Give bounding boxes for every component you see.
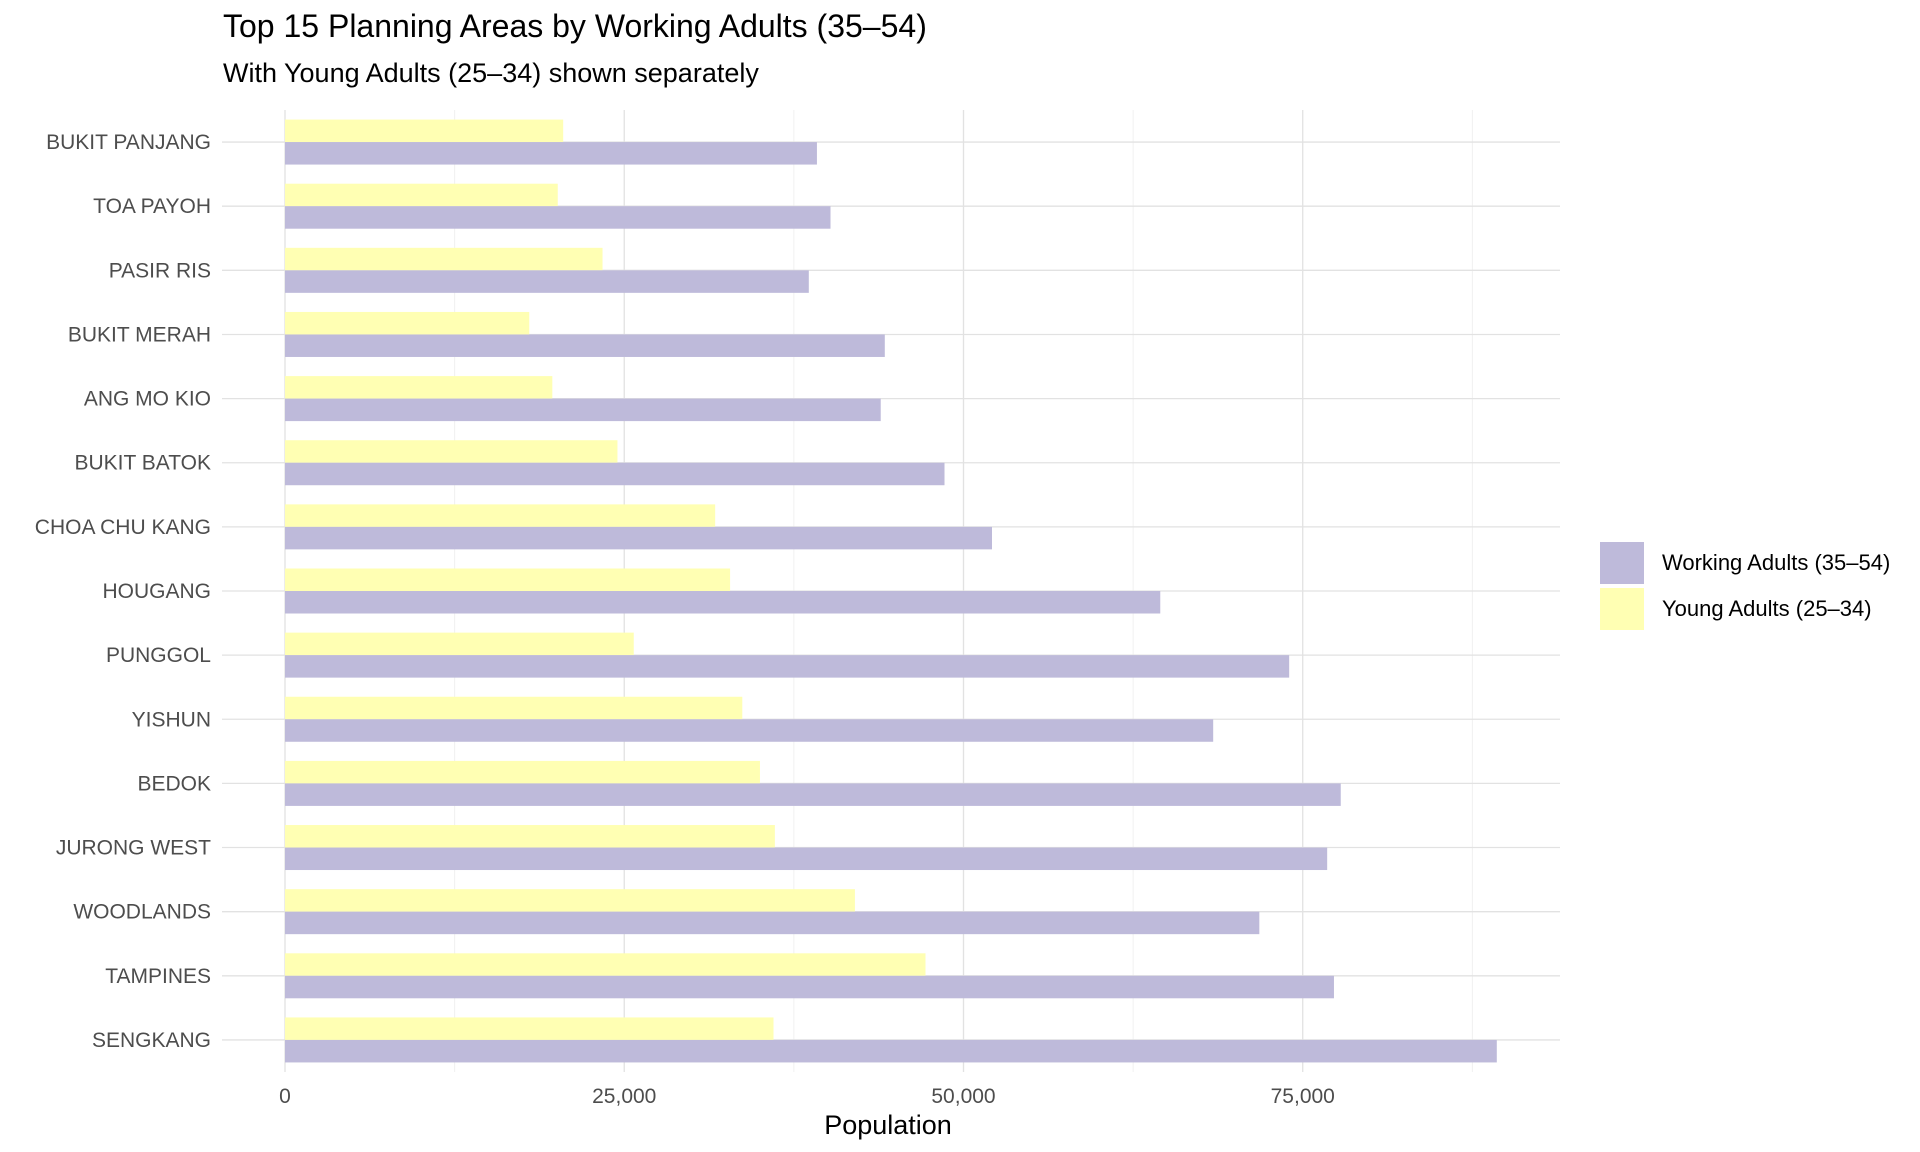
x-tick-labels: 0 25,000 50,000 75,000 (279, 1085, 1335, 1108)
bar-working-adults (285, 206, 831, 229)
bar-young-adults (285, 311, 530, 335)
category-label: BUKIT MERAH (68, 323, 211, 346)
bar-working-adults (285, 783, 1341, 806)
x-tick-label: 0 (279, 1085, 291, 1108)
bar-young-adults (285, 504, 716, 527)
x-tick-label: 75,000 (1271, 1085, 1335, 1108)
category-label: TAMPINES (105, 965, 211, 988)
legend-item-young-adults: Young Adults (25–34) (1600, 586, 1910, 632)
bar-working-adults (285, 847, 1328, 871)
category-label: YISHUN (132, 708, 211, 731)
bar-working-adults (285, 334, 885, 357)
bar-working-adults (285, 1039, 1497, 1063)
category-label: ANG MO KIO (84, 388, 211, 411)
bar-young-adults (285, 568, 731, 591)
bar-working-adults (285, 655, 1290, 678)
category-label: BUKIT BATOK (74, 452, 211, 475)
bar-young-adults (285, 376, 553, 399)
bar-young-adults (285, 1017, 774, 1040)
legend-label-working-adults: Working Adults (35–54) (1662, 550, 1891, 575)
legend-label-young-adults: Young Adults (25–34) (1662, 596, 1872, 621)
category-label: SENGKANG (92, 1029, 211, 1052)
bar-working-adults (285, 398, 881, 422)
bar-working-adults (285, 142, 817, 165)
bar-young-adults (285, 889, 855, 912)
chart-subtitle: With Young Adults (25–34) shown separate… (223, 58, 759, 88)
x-tick-label: 50,000 (931, 1085, 995, 1108)
bar-young-adults (285, 440, 618, 463)
legend: Working Adults (35–54) Young Adults (25–… (1600, 540, 1910, 632)
bar-young-adults (285, 183, 558, 207)
bar-working-adults (285, 462, 945, 486)
bar-working-adults (285, 911, 1260, 935)
bar-working-adults (285, 591, 1161, 614)
bar-young-adults (285, 825, 775, 848)
bar-working-adults (285, 526, 992, 550)
category-label: PASIR RIS (109, 259, 211, 282)
bar-working-adults (285, 270, 809, 293)
x-tick-label: 25,000 (592, 1085, 656, 1108)
bar-young-adults (285, 247, 603, 271)
category-label: PUNGGOL (106, 644, 211, 667)
legend-swatch-young-adults (1600, 588, 1644, 630)
bar-working-adults (285, 975, 1334, 999)
bar-young-adults (285, 119, 564, 143)
category-label: CHOA CHU KANG (35, 516, 211, 539)
bar-young-adults (285, 953, 926, 976)
category-label: HOUGANG (102, 580, 211, 603)
legend-swatch-working-adults (1600, 542, 1644, 584)
category-label: WOODLANDS (73, 901, 211, 924)
category-label: TOA PAYOH (93, 195, 211, 218)
category-label: BEDOK (137, 772, 211, 795)
bar-young-adults (285, 632, 634, 656)
bar-young-adults (285, 696, 743, 720)
category-label: BUKIT PANJANG (46, 131, 211, 154)
chart-title: Top 15 Planning Areas by Working Adults … (223, 8, 927, 44)
legend-item-working-adults: Working Adults (35–54) (1600, 540, 1910, 586)
category-labels: BUKIT PANJANG TOA PAYOH PASIR RIS BUKIT MER… (35, 131, 211, 1052)
bars (285, 119, 1497, 1063)
category-label: JURONG WEST (56, 837, 211, 860)
bar-young-adults (285, 760, 760, 784)
x-axis-title: Population (824, 1110, 952, 1140)
bar-working-adults (285, 719, 1214, 742)
